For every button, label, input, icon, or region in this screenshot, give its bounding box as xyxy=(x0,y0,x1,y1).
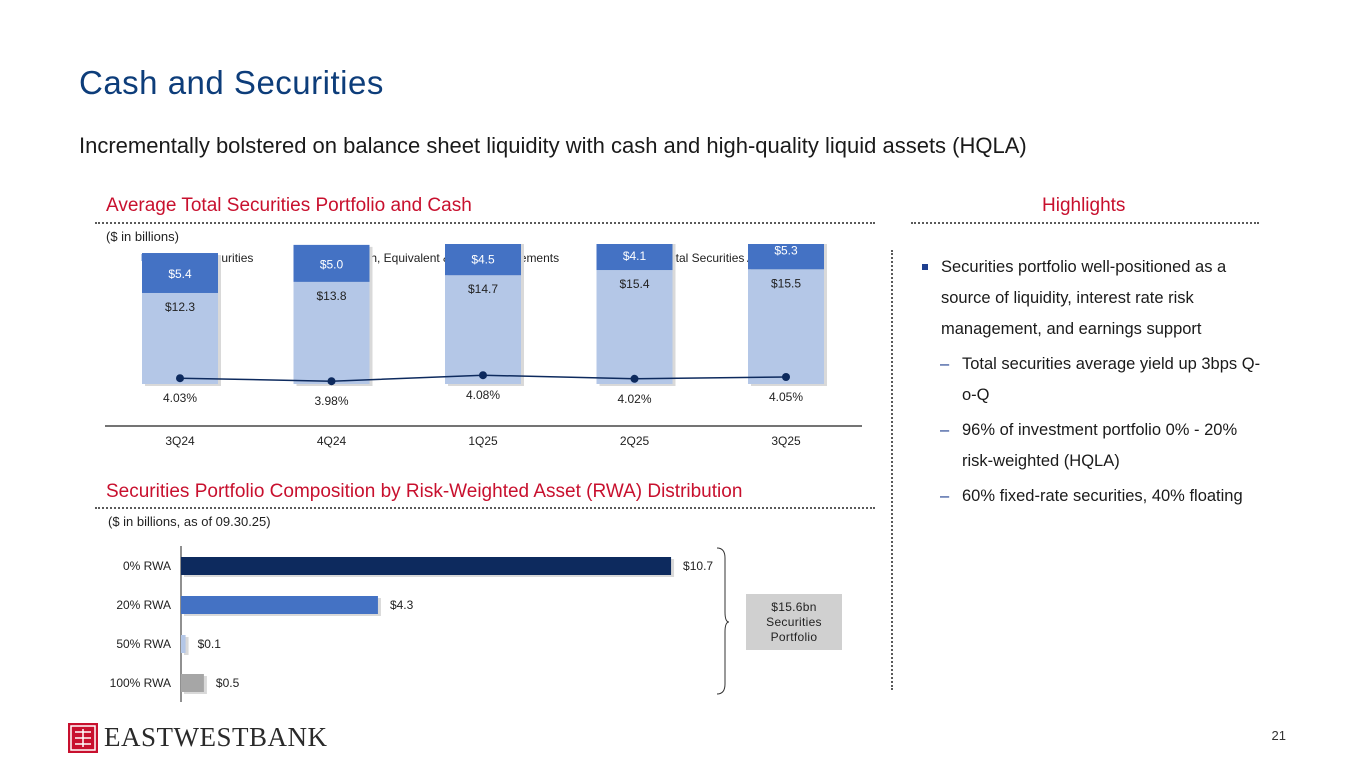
bar-securities xyxy=(748,269,824,384)
x-tick-label: 4Q24 xyxy=(317,434,347,448)
bar-cash xyxy=(445,244,521,276)
data-label-securities: $12.3 xyxy=(165,300,195,314)
rwa-horizontal-bar-chart: 0% RWA $10.7 20% RWA $4.3 50% RWA $0.1 100% RW… xyxy=(110,546,730,702)
x-tick-label: 3Q25 xyxy=(771,434,801,448)
units-label: ($ in billions) xyxy=(106,229,179,244)
page-subtitle: Incrementally bolstered on balance sheet… xyxy=(79,133,1027,158)
page-title: Cash and Securities xyxy=(79,64,384,101)
yield-point xyxy=(630,374,639,383)
rwa-chart-heading: Securities Portfolio Composition by Risk… xyxy=(106,481,743,502)
divider xyxy=(911,222,1259,224)
y-tick-label: 0% RWA xyxy=(123,559,171,573)
bar-series-group: $5.4$12.3$17.74.03%$5.0$13.8$18.83.98%$4… xyxy=(142,244,827,408)
bar-cash xyxy=(293,244,370,282)
data-label-cash: $5.3 xyxy=(774,244,798,258)
highlights-list: Securities portfolio well-positioned as … xyxy=(922,252,1272,512)
bar-cash xyxy=(596,244,673,271)
rwa-units-label: ($ in billions, as of 09.30.25) xyxy=(108,514,271,529)
column-divider xyxy=(891,250,893,690)
highlight-subitem: – Total securities average yield up 3bps… xyxy=(922,349,1272,411)
highlight-subitem: – 60% fixed-rate securities, 40% floatin… xyxy=(922,481,1272,512)
bar-securities xyxy=(445,275,521,384)
dash-bullet-icon: – xyxy=(940,487,950,505)
data-label-securities: $13.8 xyxy=(316,289,346,303)
data-label-total: $17.7 xyxy=(165,244,195,246)
data-label-securities: $15.5 xyxy=(771,276,801,290)
divider xyxy=(95,222,875,224)
data-label-yield: 4.02% xyxy=(617,392,651,406)
rwa-value-label: $0.1 xyxy=(198,637,222,651)
highlight-subtext: 60% fixed-rate securities, 40% floating xyxy=(962,487,1243,505)
rwa-bars-group: 0% RWA $10.7 20% RWA $4.3 50% RWA $0.1 100% RW… xyxy=(110,557,713,694)
bar-cash xyxy=(748,244,824,270)
yield-point xyxy=(782,373,790,381)
company-logo: EASTWESTBANK xyxy=(68,722,328,753)
data-label-cash: $5.0 xyxy=(320,257,344,271)
data-label-cash: $4.5 xyxy=(471,253,495,267)
rwa-value-label: $0.5 xyxy=(216,676,240,690)
highlight-subtext: 96% of investment portfolio 0% - 20% ris… xyxy=(962,421,1238,470)
highlight-subitem: – 96% of investment portfolio 0% - 20% r… xyxy=(922,415,1272,477)
rwa-bar xyxy=(181,557,672,575)
dash-bullet-icon: – xyxy=(940,421,950,439)
y-tick-label: 100% RWA xyxy=(110,676,171,690)
data-label-securities: $15.4 xyxy=(619,277,649,291)
highlight-item: Securities portfolio well-positioned as … xyxy=(922,252,1272,345)
highlights-heading: Highlights xyxy=(1042,195,1126,216)
callout-line: Portfolio xyxy=(770,630,818,644)
bank-logo-icon xyxy=(68,722,98,753)
yield-point xyxy=(479,371,487,380)
rwa-value-label: $4.3 xyxy=(390,598,414,612)
brace-icon xyxy=(716,547,730,695)
data-label-cash: $5.4 xyxy=(168,267,192,281)
bar-cash xyxy=(142,253,218,293)
data-label-cash: $4.1 xyxy=(623,249,647,263)
page-number: 21 xyxy=(1271,728,1286,743)
data-label-securities: $14.7 xyxy=(468,282,498,296)
rwa-bar xyxy=(181,635,186,653)
y-tick-label: 20% RWA xyxy=(116,598,171,612)
data-label-yield: 4.05% xyxy=(769,390,803,404)
dash-bullet-icon: – xyxy=(940,355,950,373)
bar-shadow xyxy=(184,637,189,655)
rwa-bar xyxy=(181,596,378,614)
bar-securities xyxy=(596,270,673,384)
bar-securities xyxy=(142,292,218,384)
data-label-yield: 4.08% xyxy=(466,388,500,402)
highlight-subtext: Total securities average yield up 3bps Q… xyxy=(962,355,1261,404)
securities-stacked-bar-chart: Total Securities Cash, Equivalent & Resa… xyxy=(105,244,862,448)
x-tick-label: 1Q25 xyxy=(468,434,498,448)
highlight-text: Securities portfolio well-positioned as … xyxy=(941,258,1227,338)
data-label-yield: 4.03% xyxy=(163,391,197,405)
square-bullet-icon xyxy=(922,264,928,270)
callout-line: $15.6bn xyxy=(771,600,817,614)
y-tick-label: 50% RWA xyxy=(116,637,171,651)
data-label-yield: 3.98% xyxy=(314,394,348,408)
portfolio-total-callout: $15.6bn Securities Portfolio xyxy=(746,594,842,650)
callout-line: Securities xyxy=(766,615,822,629)
rwa-value-label: $10.7 xyxy=(683,559,713,573)
yield-point xyxy=(327,377,336,386)
yield-line-group xyxy=(176,371,790,386)
x-axis-ticks: 3Q24 4Q24 1Q25 2Q25 3Q25 xyxy=(165,434,801,448)
x-tick-label: 3Q24 xyxy=(165,434,195,448)
rwa-bar xyxy=(181,674,204,692)
securities-chart-heading: Average Total Securities Portfolio and C… xyxy=(106,195,472,216)
yield-point xyxy=(176,374,184,383)
x-tick-label: 2Q25 xyxy=(620,434,650,448)
logo-text: EASTWESTBANK xyxy=(104,722,328,752)
bar-securities xyxy=(293,281,370,384)
divider xyxy=(95,507,875,509)
